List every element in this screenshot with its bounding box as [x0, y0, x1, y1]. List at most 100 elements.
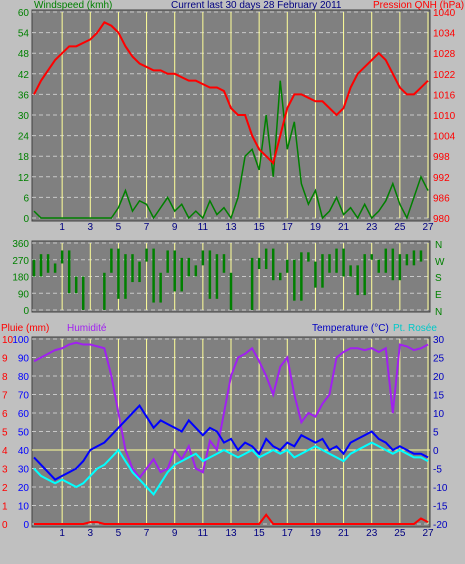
dir-label: S [435, 273, 442, 284]
y-right-tick-label: 998 [433, 152, 450, 163]
y-tick-label: 48 [18, 49, 30, 60]
y-tick-label: 18 [18, 152, 30, 163]
y-tick-label: 0 [23, 306, 29, 317]
x-tick-label: 3 [88, 222, 94, 233]
temperature-title: Temperature (°C) [312, 323, 389, 334]
mid-chart: 0 90 180 270 360 [12, 239, 430, 317]
x-tick-label: 13 [225, 528, 237, 539]
x-tick-label: 1 [59, 528, 65, 539]
y-right-tick-label: 992 [433, 173, 450, 184]
x-tick-label: 27 [422, 528, 434, 539]
y-right-tick-label: 20 [433, 372, 445, 383]
x-tick-label: 25 [394, 528, 406, 539]
x-tick-label: 5 [116, 528, 122, 539]
y-tick-label: 180 [12, 273, 29, 284]
y-right-tick-label: 10 [433, 409, 445, 420]
y-tick-label: 54 [18, 29, 30, 40]
rain-tick-label: 9 [2, 354, 8, 365]
x-tick-label: 15 [254, 528, 266, 539]
rain-title: Pluie (mm) [1, 323, 49, 334]
rain-tick-label: 2 [2, 483, 8, 494]
y-right-tick-label: -5 [433, 465, 442, 476]
x-tick-label: 3 [88, 528, 94, 539]
y-tick-label: 90 [18, 289, 30, 300]
top-chart: 0 980 6 986 12 992 18 998 24 1004 30 1010 36 1016 42 10… [18, 8, 456, 233]
x-tick-label: 21 [338, 222, 350, 233]
y-right-tick-label: 1034 [433, 29, 456, 40]
y-tick-label: 30 [18, 465, 30, 476]
humidity-line [33, 341, 429, 480]
rain-tick-label: 5 [2, 428, 8, 439]
y-tick-label: 12 [18, 173, 30, 184]
wind-title: Windspeed (kmh) [34, 0, 112, 11]
x-tick-label: 5 [116, 222, 122, 233]
y-right-tick-label: 30 [433, 335, 445, 346]
x-tick-label: 17 [282, 528, 294, 539]
rain-tick-label: 6 [2, 409, 8, 420]
y-tick-label: 20 [18, 483, 30, 494]
x-tick-label: 7 [144, 222, 150, 233]
rain-line [34, 513, 429, 525]
y-tick-label: 42 [18, 70, 30, 81]
pressure-title: Pression QNH (hPa) [373, 0, 464, 11]
dir-label: N [435, 307, 442, 318]
x-tick-label: 1 [59, 222, 65, 233]
y-right-tick-label: 1028 [433, 49, 456, 60]
y-right-tick-label: 1004 [433, 132, 456, 143]
y-tick-label: 0 [23, 214, 29, 225]
x-tick-label: 19 [310, 528, 322, 539]
y-tick-label: 10 [18, 502, 30, 513]
y-right-tick-label: -10 [433, 483, 448, 494]
y-right-tick-label: 1022 [433, 70, 456, 81]
x-tick-label: 19 [310, 222, 322, 233]
direction-labels: N W S E N [435, 240, 445, 318]
x-tick-label: 7 [144, 528, 150, 539]
y-right-tick-label: -15 [433, 502, 448, 513]
y-right-tick-label: 1010 [433, 111, 456, 122]
y-tick-label: 6 [23, 193, 29, 204]
x-tick-label: 11 [198, 222, 209, 233]
x-tick-label: 23 [366, 222, 378, 233]
dir-label: N [435, 240, 442, 251]
y-tick-label: 70 [18, 391, 30, 402]
pressure-line [33, 21, 429, 165]
x-tick-label: 11 [198, 528, 209, 539]
y-tick-label: 50 [18, 428, 30, 439]
y-right-tick-label: 1040 [433, 8, 456, 19]
y-tick-label: 60 [18, 409, 30, 420]
y-tick-label: 24 [18, 132, 30, 143]
y-tick-label: 36 [18, 90, 30, 101]
dewpoint-title: Pt. Rosée [393, 323, 437, 334]
rain-tick-label: 8 [2, 372, 8, 383]
y-tick-label: 90 [18, 354, 30, 365]
y-right-tick-label: 986 [433, 193, 450, 204]
x-tick-label: 25 [394, 222, 406, 233]
x-tick-label: 9 [172, 528, 178, 539]
y-tick-label: 40 [18, 446, 30, 457]
y-tick-label: 0 [23, 520, 29, 531]
y-right-tick-label: -20 [433, 520, 448, 531]
y-tick-label: 60 [18, 8, 30, 19]
y-tick-label: 360 [12, 239, 29, 250]
y-tick-label: 100 [12, 335, 29, 346]
rain-tick-label: 10 [2, 335, 14, 346]
y-right-tick-label: 15 [433, 391, 445, 402]
x-tick-label: 9 [172, 222, 178, 233]
x-tick-label: 21 [338, 528, 350, 539]
y-tick-label: 80 [18, 372, 30, 383]
x-tick-label: 17 [282, 222, 294, 233]
y-right-tick-label: 0 [433, 446, 439, 457]
x-tick-label: 27 [422, 222, 434, 233]
y-tick-label: 30 [18, 111, 30, 122]
dir-label: W [435, 257, 445, 268]
rain-tick-label: 4 [2, 446, 8, 457]
x-tick-label: 23 [366, 528, 378, 539]
y-right-tick-label: 25 [433, 354, 445, 365]
x-tick-label: 13 [225, 222, 237, 233]
rain-tick-label: 7 [2, 391, 8, 402]
rain-tick-label: 3 [2, 465, 8, 476]
wind-speed-line [33, 80, 429, 220]
y-right-tick-label: 1016 [433, 90, 456, 101]
